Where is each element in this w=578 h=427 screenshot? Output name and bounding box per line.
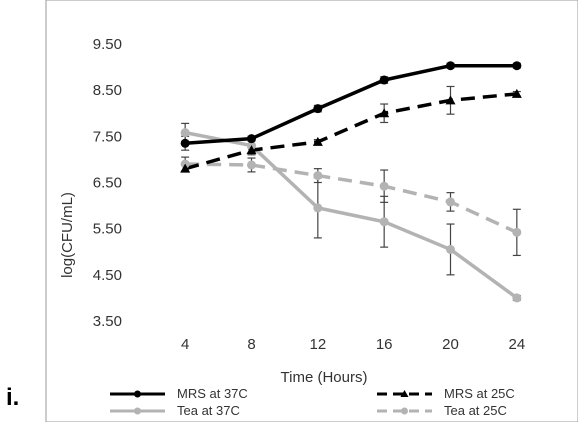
data-point-mrs-at-25c (246, 145, 257, 155)
series-line-mrs-at-25c (184, 92, 518, 171)
legend-label-tea-at-37c: Tea at 37C (177, 403, 240, 418)
series-lines (184, 63, 518, 300)
y-axis-title: log(CFU/mL) (59, 192, 76, 278)
x-tick-label: 8 (247, 336, 255, 353)
series-line-tea-at-25c (185, 162, 518, 234)
data-point-tea-at-25c (313, 171, 323, 181)
legend-marker-mrs-at-37c (134, 390, 141, 398)
x-tick-label: 16 (376, 336, 393, 353)
y-axis: 3.50 4.50 5.50 6.50 7.50 8.50 9.50 (93, 36, 122, 330)
series-markers (180, 61, 522, 303)
data-point-tea-at-37c (446, 244, 455, 254)
data-point-mrs-at-25c (180, 163, 191, 173)
y-tick-label: 5.50 (93, 221, 122, 238)
data-point-mrs-at-25c (312, 136, 323, 146)
data-point-tea-at-37c (180, 128, 190, 138)
data-point-mrs-at-25c (379, 108, 390, 118)
data-point-tea-at-25c (446, 197, 455, 207)
data-point-mrs-at-37c (512, 61, 522, 71)
legend-marker-tea-at-37c (134, 407, 141, 415)
chart-border (45, 0, 578, 423)
y-tick-label: 4.50 (93, 267, 122, 284)
data-point-mrs-at-37c (379, 75, 389, 85)
series-line-tea-at-37c (184, 130, 518, 300)
legend-label-mrs-at-37c: MRS at 37C (177, 386, 248, 401)
legend-label-tea-at-25c: Tea at 25C (444, 403, 507, 418)
legend-marker-tea-at-25c (401, 407, 408, 415)
y-tick-label: 6.50 (93, 175, 122, 192)
data-point-mrs-at-37c (446, 61, 455, 71)
legend: MRS at 37C MRS at 25C Tea at 37C Tea at 25C (110, 386, 515, 418)
y-tick-label: 3.50 (93, 313, 122, 330)
data-point-tea-at-37c (379, 217, 389, 227)
data-point-mrs-at-37c (180, 138, 190, 148)
x-tick-label: 20 (442, 336, 459, 353)
series-line-mrs-at-37c (185, 63, 517, 146)
data-point-mrs-at-25c (445, 95, 456, 105)
data-point-mrs-at-37c (313, 104, 323, 114)
data-point-mrs-at-25c (511, 88, 522, 98)
data-point-tea-at-25c (512, 227, 522, 237)
x-axis: 4 8 12 16 20 24 (181, 336, 525, 353)
x-tick-label: 24 (508, 336, 525, 353)
y-tick-label: 8.50 (93, 82, 122, 99)
legend-label-mrs-at-25c: MRS at 25C (444, 386, 515, 401)
data-point-tea-at-37c (313, 203, 323, 213)
data-point-tea-at-37c (512, 293, 522, 303)
y-tick-label: 7.50 (93, 128, 122, 145)
x-axis-title: Time (Hours) (281, 369, 368, 386)
data-point-tea-at-25c (247, 160, 256, 170)
y-tick-label: 9.50 (93, 36, 122, 53)
x-tick-label: 12 (309, 336, 326, 353)
data-point-tea-at-25c (379, 181, 389, 191)
panel-label: i. (6, 384, 19, 411)
x-tick-label: 4 (181, 336, 189, 353)
legend-marker-mrs-at-25c (400, 390, 409, 397)
data-point-mrs-at-37c (247, 134, 256, 144)
